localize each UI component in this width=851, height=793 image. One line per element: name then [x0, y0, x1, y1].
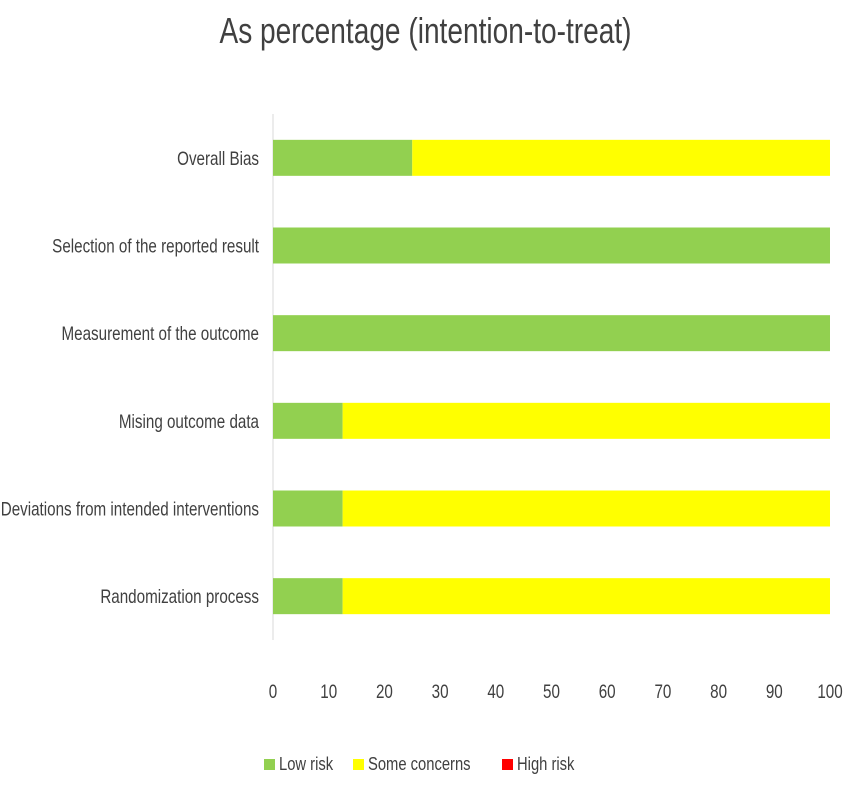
bar-segment: [273, 139, 413, 176]
x-tick-label: 10: [320, 680, 337, 702]
category-label: Randomization process: [100, 585, 259, 607]
legend-swatch: [264, 759, 276, 770]
x-tick-label: 30: [432, 680, 449, 702]
bar-segment: [342, 402, 830, 439]
legend-item: Some concerns: [353, 754, 493, 775]
category-label: Overall Bias: [177, 147, 259, 169]
x-tick-label: 0: [269, 680, 277, 702]
bar-segment: [273, 402, 343, 439]
legend-item: High risk: [501, 754, 587, 775]
x-tick-label: 80: [710, 680, 727, 702]
x-tick-label: 100: [817, 680, 842, 702]
x-tick-label: 70: [654, 680, 671, 702]
legend-item: Low risk: [264, 754, 345, 775]
bar-segment: [273, 578, 343, 615]
bar-segment: [342, 490, 830, 527]
x-tick-label: 40: [487, 680, 504, 702]
legend-label: Some concerns: [368, 754, 472, 774]
category-label: Deviations from intended interventions: [1, 498, 259, 520]
category-label: Measurement of the outcome: [61, 322, 259, 344]
category-label: Mising outcome data: [119, 410, 259, 432]
bar-segment: [342, 578, 830, 615]
legend-label: Low risk: [279, 754, 334, 774]
legend-swatch: [353, 759, 365, 770]
bar-segment: [273, 315, 830, 352]
x-tick-label: 90: [766, 680, 783, 702]
bar-segment: [273, 490, 343, 527]
bar-segment: [412, 139, 830, 176]
legend-swatch: [501, 759, 513, 770]
legend-label: High risk: [516, 754, 574, 774]
chart-title: As percentage (intention-to-treat): [219, 10, 632, 51]
x-tick-label: 60: [599, 680, 616, 702]
category-label: Selection of the reported result: [52, 235, 259, 257]
legend: Low risk Some concerns High risk: [0, 754, 851, 775]
x-tick-label: 20: [376, 680, 393, 702]
bar-segment: [273, 227, 830, 264]
x-tick-label: 50: [543, 680, 560, 702]
